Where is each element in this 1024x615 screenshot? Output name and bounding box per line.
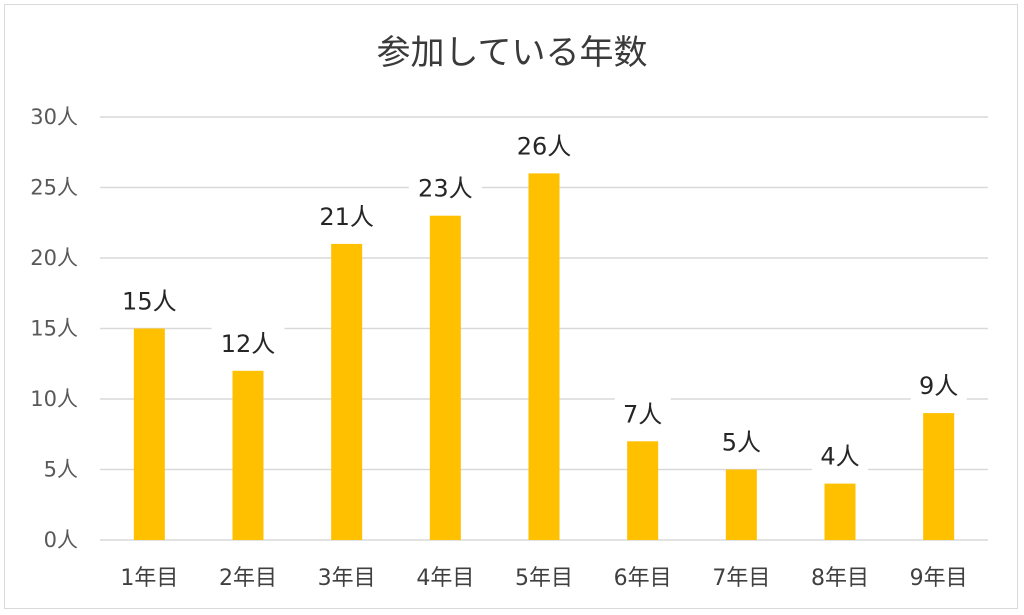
bar [232,370,264,540]
bar [627,441,659,540]
bar [923,413,955,540]
x-category-label: 4年目 [416,566,474,591]
x-category-label: 6年目 [614,566,672,591]
bar [528,173,560,540]
x-category-label: 9年目 [910,566,968,591]
bar [725,469,757,540]
data-label-background [310,197,384,232]
data-label-background [812,437,868,472]
data-label-background [408,169,482,204]
data-label: 7人 [623,400,662,428]
x-axis-categories: 1年目 2年目 3年目 4年目 5年目 6年目 7年目 8年目 9年目 [120,566,967,591]
bar [429,215,461,540]
x-category-label: 2年目 [219,566,277,591]
data-label-background [614,395,671,430]
data-label-background [713,423,770,458]
chart-title: 参加している年数 [377,33,648,73]
y-tick-label: 5人 [44,458,78,482]
bar [331,243,363,540]
data-label-background [112,282,186,317]
y-tick-label: 15人 [30,317,78,341]
data-label: 5人 [722,429,761,457]
data-label: 9人 [919,372,958,400]
bars [133,173,955,540]
data-label-background [910,367,967,402]
data-label: 21人 [319,203,374,231]
bar [824,483,856,540]
bar [133,328,165,540]
data-label-background [507,127,581,162]
x-category-label: 7年目 [712,566,770,591]
y-tick-label: 10人 [30,387,78,411]
data-label: 15人 [122,288,177,316]
data-label-background [211,324,285,359]
y-tick-label: 0人 [44,528,78,552]
data-label: 4人 [820,443,859,471]
y-tick-label: 25人 [30,176,78,200]
x-category-label: 3年目 [318,566,376,591]
data-label: 26人 [517,132,572,160]
data-labels: 15人 12人 21人 23人 26人 7人 5人 4人 9人 [112,127,967,472]
x-category-label: 1年目 [120,566,178,591]
y-tick-label: 20人 [30,246,78,270]
y-tick-label: 30人 [30,105,78,129]
y-axis-ticks: 0人 5人 10人 15人 20人 25人 30人 [30,105,78,552]
x-category-label: 8年目 [811,566,869,591]
x-category-label: 5年目 [515,566,573,591]
data-label: 12人 [221,330,276,358]
data-label: 23人 [418,175,473,203]
